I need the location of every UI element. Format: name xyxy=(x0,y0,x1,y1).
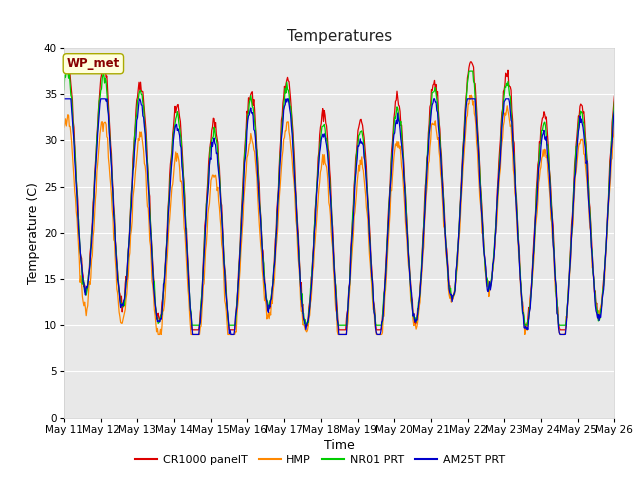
NR01 PRT xyxy=(184,248,191,254)
HMP xyxy=(60,124,68,130)
Line: NR01 PRT: NR01 PRT xyxy=(64,71,614,325)
HMP xyxy=(407,298,415,303)
AM25T PRT xyxy=(70,138,78,144)
HMP xyxy=(467,92,475,98)
AM25T PRT xyxy=(423,169,431,175)
AM25T PRT xyxy=(127,212,134,218)
HMP xyxy=(611,119,618,124)
HMP xyxy=(423,186,431,192)
HMP xyxy=(184,275,191,281)
Line: CR1000 panelT: CR1000 panelT xyxy=(64,62,614,330)
NR01 PRT xyxy=(213,142,221,147)
HMP xyxy=(127,232,134,238)
CR1000 panelT xyxy=(127,189,135,194)
CR1000 panelT xyxy=(63,59,71,65)
Title: Temperatures: Temperatures xyxy=(287,29,392,44)
AM25T PRT xyxy=(611,108,618,114)
CR1000 panelT xyxy=(424,152,431,157)
NR01 PRT xyxy=(71,144,79,150)
NR01 PRT xyxy=(188,323,196,328)
NR01 PRT xyxy=(424,147,431,153)
CR1000 panelT xyxy=(60,70,68,75)
AM25T PRT xyxy=(189,332,196,337)
NR01 PRT xyxy=(63,68,70,74)
Line: AM25T PRT: AM25T PRT xyxy=(64,99,614,335)
CR1000 panelT xyxy=(71,142,79,147)
CR1000 panelT xyxy=(213,135,221,141)
HMP xyxy=(70,175,78,180)
Y-axis label: Temperature (C): Temperature (C) xyxy=(27,182,40,284)
CR1000 panelT xyxy=(184,246,191,252)
CR1000 panelT xyxy=(408,294,415,300)
NR01 PRT xyxy=(127,192,135,197)
CR1000 panelT xyxy=(611,93,618,99)
Legend: CR1000 panelT, HMP, NR01 PRT, AM25T PRT: CR1000 panelT, HMP, NR01 PRT, AM25T PRT xyxy=(131,451,509,469)
AM25T PRT xyxy=(182,240,190,246)
NR01 PRT xyxy=(408,299,415,304)
Text: WP_met: WP_met xyxy=(67,57,120,70)
NR01 PRT xyxy=(60,87,68,93)
HMP xyxy=(154,332,162,337)
X-axis label: Time: Time xyxy=(324,439,355,452)
AM25T PRT xyxy=(60,96,68,102)
AM25T PRT xyxy=(407,286,415,292)
HMP xyxy=(212,178,220,183)
NR01 PRT xyxy=(611,99,618,105)
CR1000 panelT xyxy=(189,327,196,333)
AM25T PRT xyxy=(212,151,220,156)
Line: HMP: HMP xyxy=(64,95,614,335)
